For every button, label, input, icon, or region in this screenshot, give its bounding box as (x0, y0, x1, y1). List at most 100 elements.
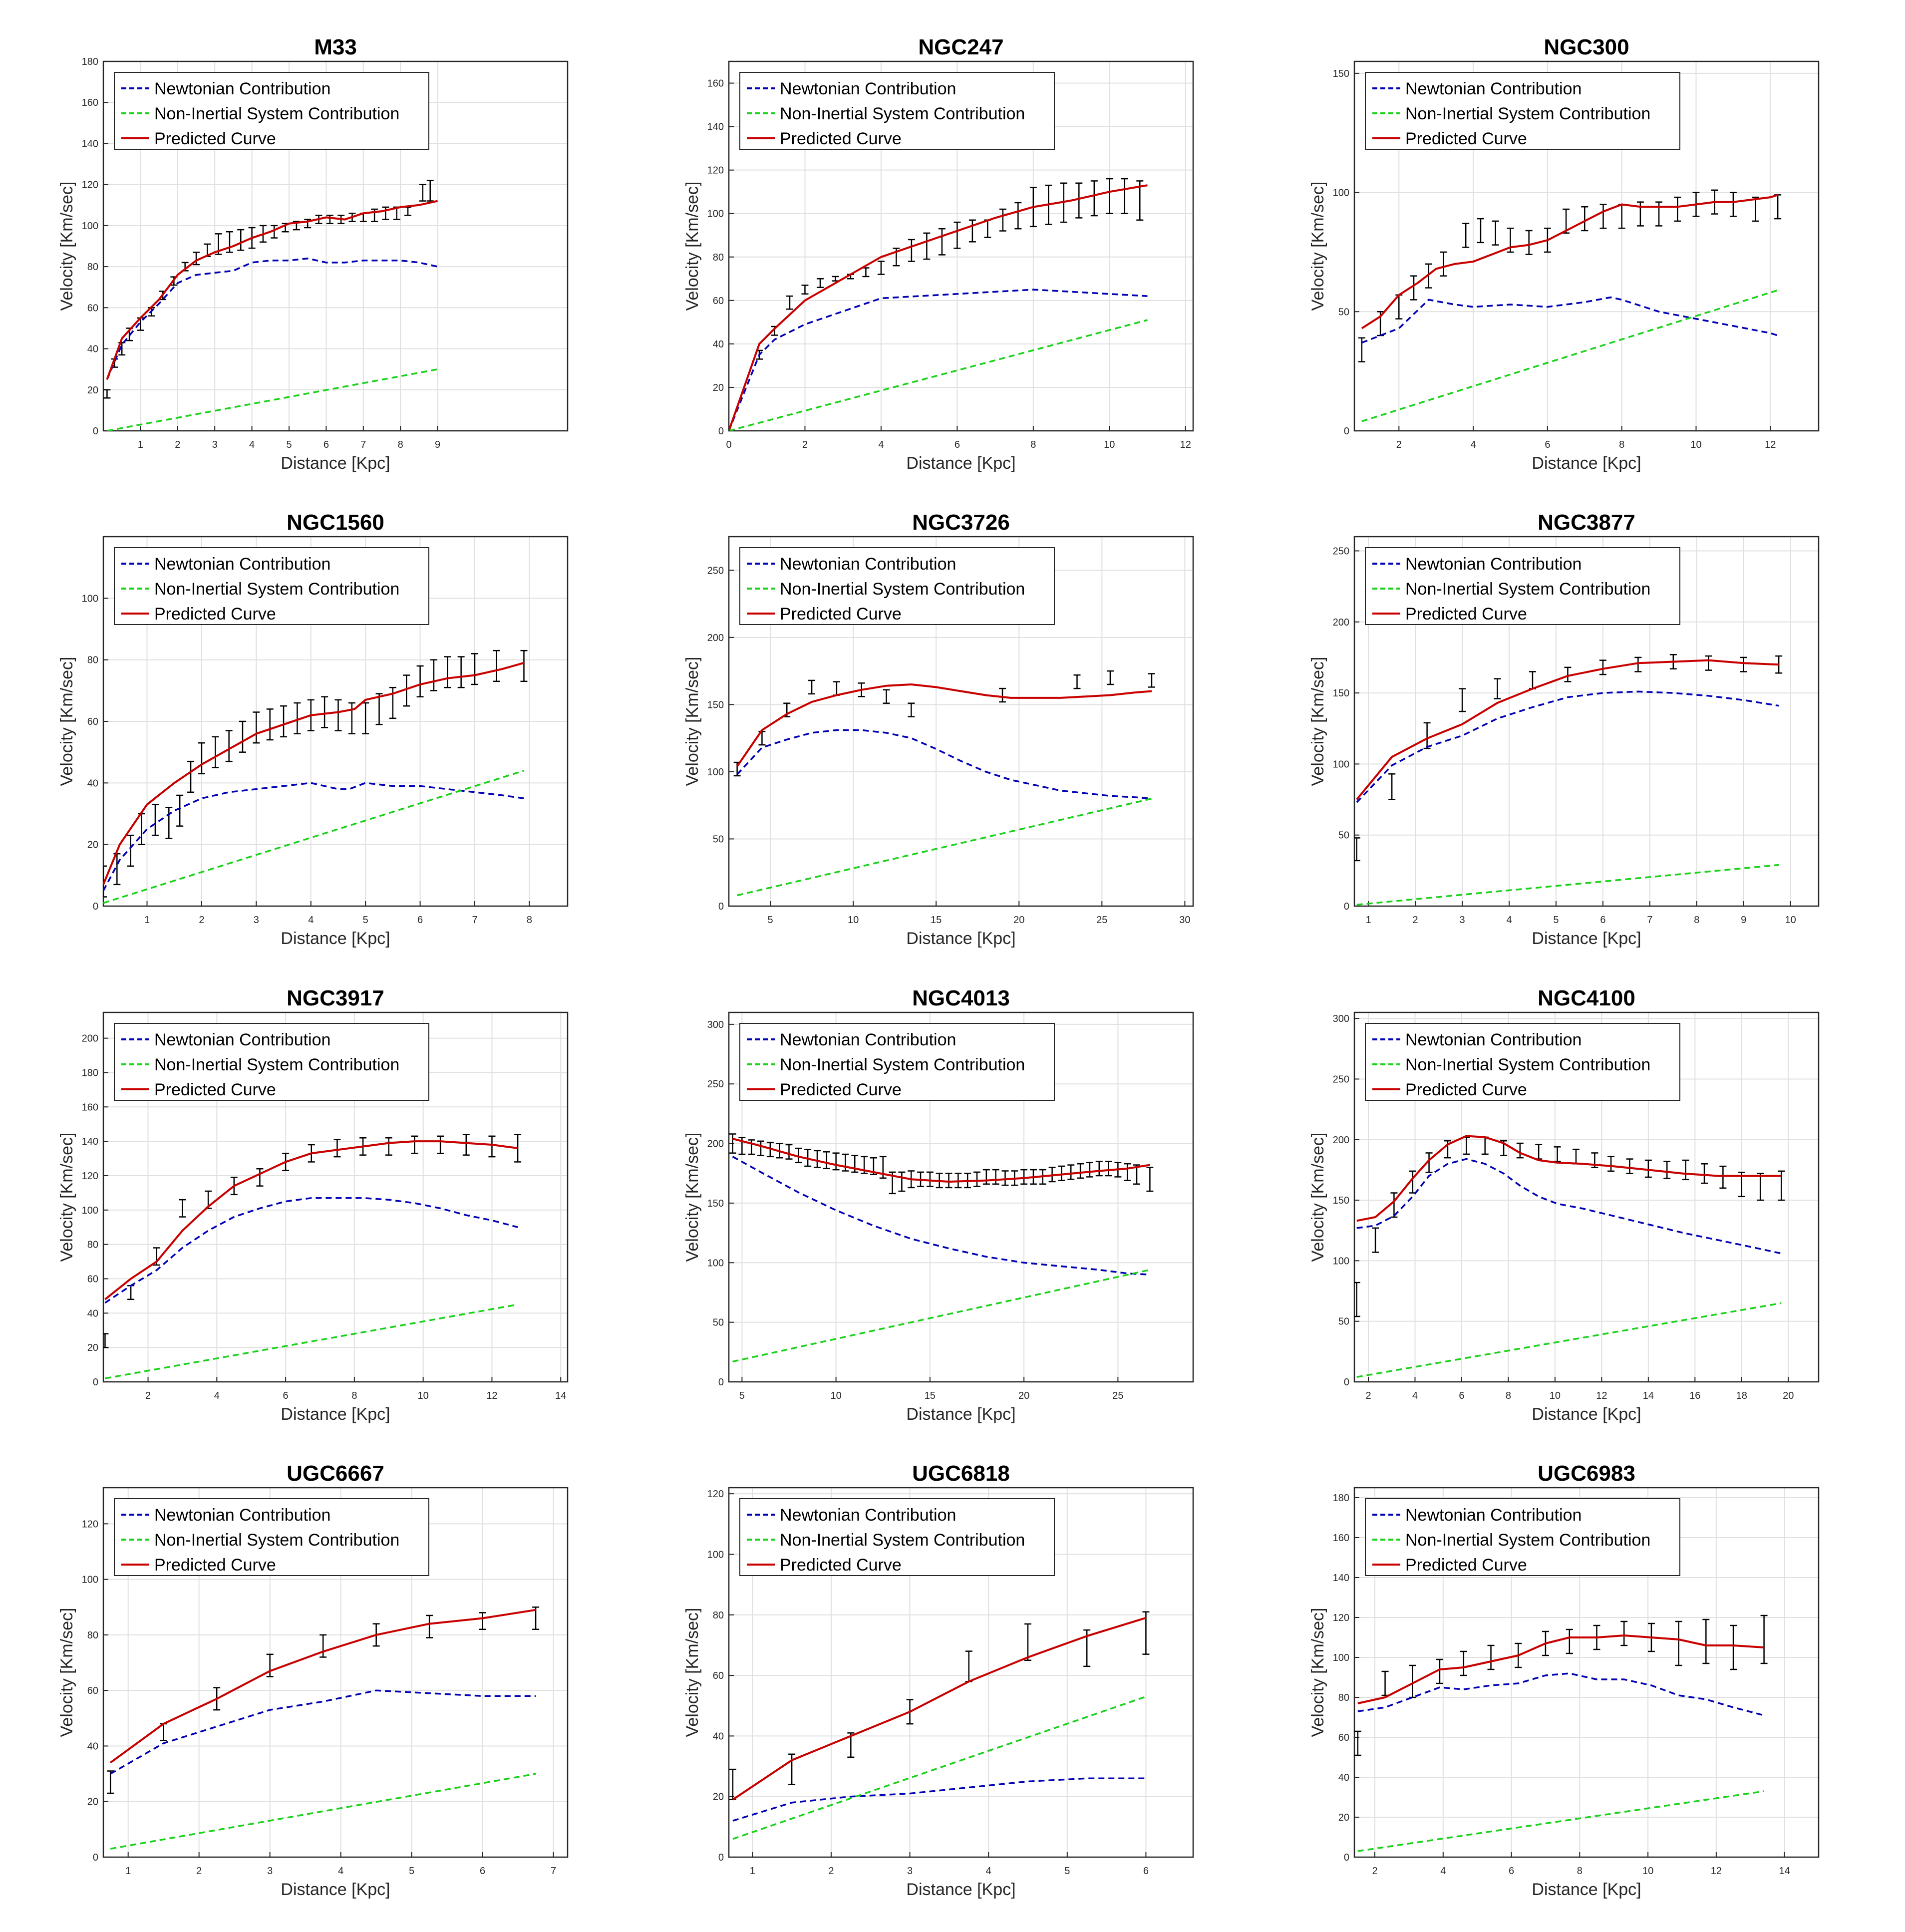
legend-box (1365, 1023, 1680, 1101)
observations (1354, 1136, 1785, 1317)
x-tick-label: 2 (1396, 439, 1402, 450)
y-tick-label: 120 (707, 1489, 724, 1500)
x-axis-label: Distance [Kpc] (281, 454, 390, 473)
legend: Newtonian Contribution Non-Inertial Syste… (114, 1498, 429, 1576)
series-line-non-inertial-system-contribution (107, 368, 438, 431)
x-tick-label: 6 (417, 915, 423, 926)
legend-label-newtonian-contribution: Newtonian Contribution (780, 555, 956, 574)
x-tick-label: 8 (527, 915, 532, 926)
series-line-newtonian-contribution (104, 1197, 518, 1304)
x-tick-label: 2 (828, 1866, 834, 1877)
y-tick-label: 0 (718, 1852, 724, 1863)
x-tick-label: 25 (1096, 915, 1107, 926)
chart-title: UGC6983 (1538, 1461, 1635, 1486)
plot-area (107, 1606, 540, 1850)
x-tick-label: 10 (1104, 439, 1115, 450)
legend-label-non-inertial-system-contribution: Non-Inertial System Contribution (780, 104, 1025, 123)
y-tick-label: 60 (87, 1274, 98, 1285)
plot-area (103, 1134, 522, 1379)
chart-ugc6983: 2 4 6 8 10 12 14020406080100120140160180UGC698… (1308, 1461, 1820, 1899)
chart-title: NGC247 (918, 35, 1003, 59)
plot-area (729, 1611, 1150, 1840)
chart-ngc3726: 5 10 15 20 25 30 0 50 100 150 200 250 NGC3726 Distanc… (683, 510, 1194, 948)
y-tick-label: 200 (82, 1033, 98, 1044)
x-tick-label: 10 (1690, 439, 1701, 450)
series-line-non-inertial-system-contribution (1356, 1302, 1782, 1378)
y-tick-label: 50 (713, 1317, 724, 1328)
x-axis-label: Distance [Kpc] (906, 454, 1015, 473)
legend-label-non-inertial-system-contribution: Non-Inertial System Contribution (1405, 1531, 1650, 1550)
x-tick-label: 5 (409, 1866, 414, 1877)
y-tick-label: 150 (1333, 68, 1349, 79)
y-tick-label: 60 (87, 716, 98, 727)
observations (103, 1134, 522, 1348)
x-tick-label: 2 (1365, 1390, 1371, 1401)
y-tick-label: 40 (713, 339, 724, 350)
chart-title: NGC3877 (1538, 510, 1635, 535)
y-axis-label: Velocity [Km/sec] (1308, 1133, 1327, 1262)
y-tick-label: 60 (87, 1685, 98, 1696)
legend-label-newtonian-contribution: Newtonian Contribution (780, 1506, 956, 1525)
x-tick-label: 1 (750, 1866, 755, 1877)
legend-label-non-inertial-system-contribution: Non-Inertial System Contribution (154, 1055, 399, 1074)
legend-label-newtonian-contribution: Newtonian Contribution (1405, 1030, 1582, 1049)
legend-label-newtonian-contribution: Newtonian Contribution (1405, 555, 1582, 574)
y-tick-label: 160 (82, 1102, 98, 1113)
y-tick-label: 120 (82, 1171, 98, 1182)
legend-box (114, 1023, 429, 1101)
plot-area (729, 1133, 1154, 1363)
x-tick-label: 10 (418, 1390, 429, 1401)
y-tick-label: 300 (1333, 1013, 1349, 1024)
observations (729, 1611, 1150, 1801)
y-tick-label: 160 (707, 78, 724, 89)
y-tick-label: 100 (82, 1575, 98, 1586)
y-tick-label: 100 (1333, 1256, 1349, 1267)
plot-area-frame (728, 1487, 1194, 1858)
y-axis-label: Velocity [Km/sec] (57, 1133, 76, 1262)
chart-ngc3917: 2 4 6 8 10 12 14020406080100120140160180200NGC… (57, 986, 569, 1424)
y-tick-label: 200 (707, 633, 724, 644)
series-line-predicted-curve (103, 661, 525, 885)
y-tick-label: 250 (707, 1079, 724, 1090)
series-line-newtonian-contribution (736, 729, 1152, 800)
y-tick-label: 80 (87, 1630, 98, 1641)
legend-box (114, 1498, 429, 1576)
series-line-predicted-curve (110, 1609, 536, 1764)
y-tick-label: 0 (1344, 1377, 1349, 1388)
legend: Newtonian Contribution Non-Inertial Syste… (739, 1023, 1055, 1101)
y-tick-label: 50 (1338, 830, 1349, 841)
x-tick-label: 6 (480, 1866, 485, 1877)
legend-label-newtonian-contribution: Newtonian Contribution (1405, 1506, 1582, 1525)
legend-box (739, 547, 1055, 625)
y-tick-label: 100 (707, 1258, 724, 1269)
legend-label-non-inertial-system-contribution: Non-Inertial System Contribution (780, 580, 1025, 599)
chart-title: M33 (314, 35, 357, 59)
legend-box (739, 1023, 1055, 1101)
legend-box (1365, 1498, 1680, 1576)
x-tick-label: 10 (1785, 915, 1796, 926)
series-line-predicted-curve (736, 683, 1152, 767)
observations (103, 180, 434, 399)
y-tick-label: 100 (707, 767, 724, 778)
y-tick-label: 20 (713, 1792, 724, 1803)
series-line-newtonian-contribution (1356, 1158, 1782, 1255)
x-axis-label: Distance [Kpc] (906, 929, 1015, 948)
y-tick-label: 50 (713, 834, 724, 845)
y-axis-label: Velocity [Km/sec] (57, 1608, 76, 1737)
x-tick-label: 3 (212, 439, 218, 450)
chart-title: NGC4013 (912, 986, 1010, 1010)
y-axis-label: Velocity [Km/sec] (1308, 182, 1327, 311)
x-tick-label: 1 (1366, 915, 1371, 926)
x-tick-label: 4 (338, 1866, 343, 1877)
y-tick-label: 180 (82, 56, 98, 67)
x-axis-label: Distance [Kpc] (1532, 1880, 1641, 1899)
legend-box (739, 1498, 1055, 1576)
x-tick-label: 10 (1642, 1866, 1653, 1877)
x-tick-label: 3 (267, 1866, 273, 1877)
y-tick-label: 250 (707, 565, 724, 576)
y-axis-label: Velocity [Km/sec] (683, 1608, 702, 1737)
y-tick-label: 150 (1333, 688, 1349, 699)
series-line-predicted-curve (1356, 1135, 1782, 1222)
legend: Newtonian Contribution Non-Inertial Syste… (114, 72, 429, 150)
